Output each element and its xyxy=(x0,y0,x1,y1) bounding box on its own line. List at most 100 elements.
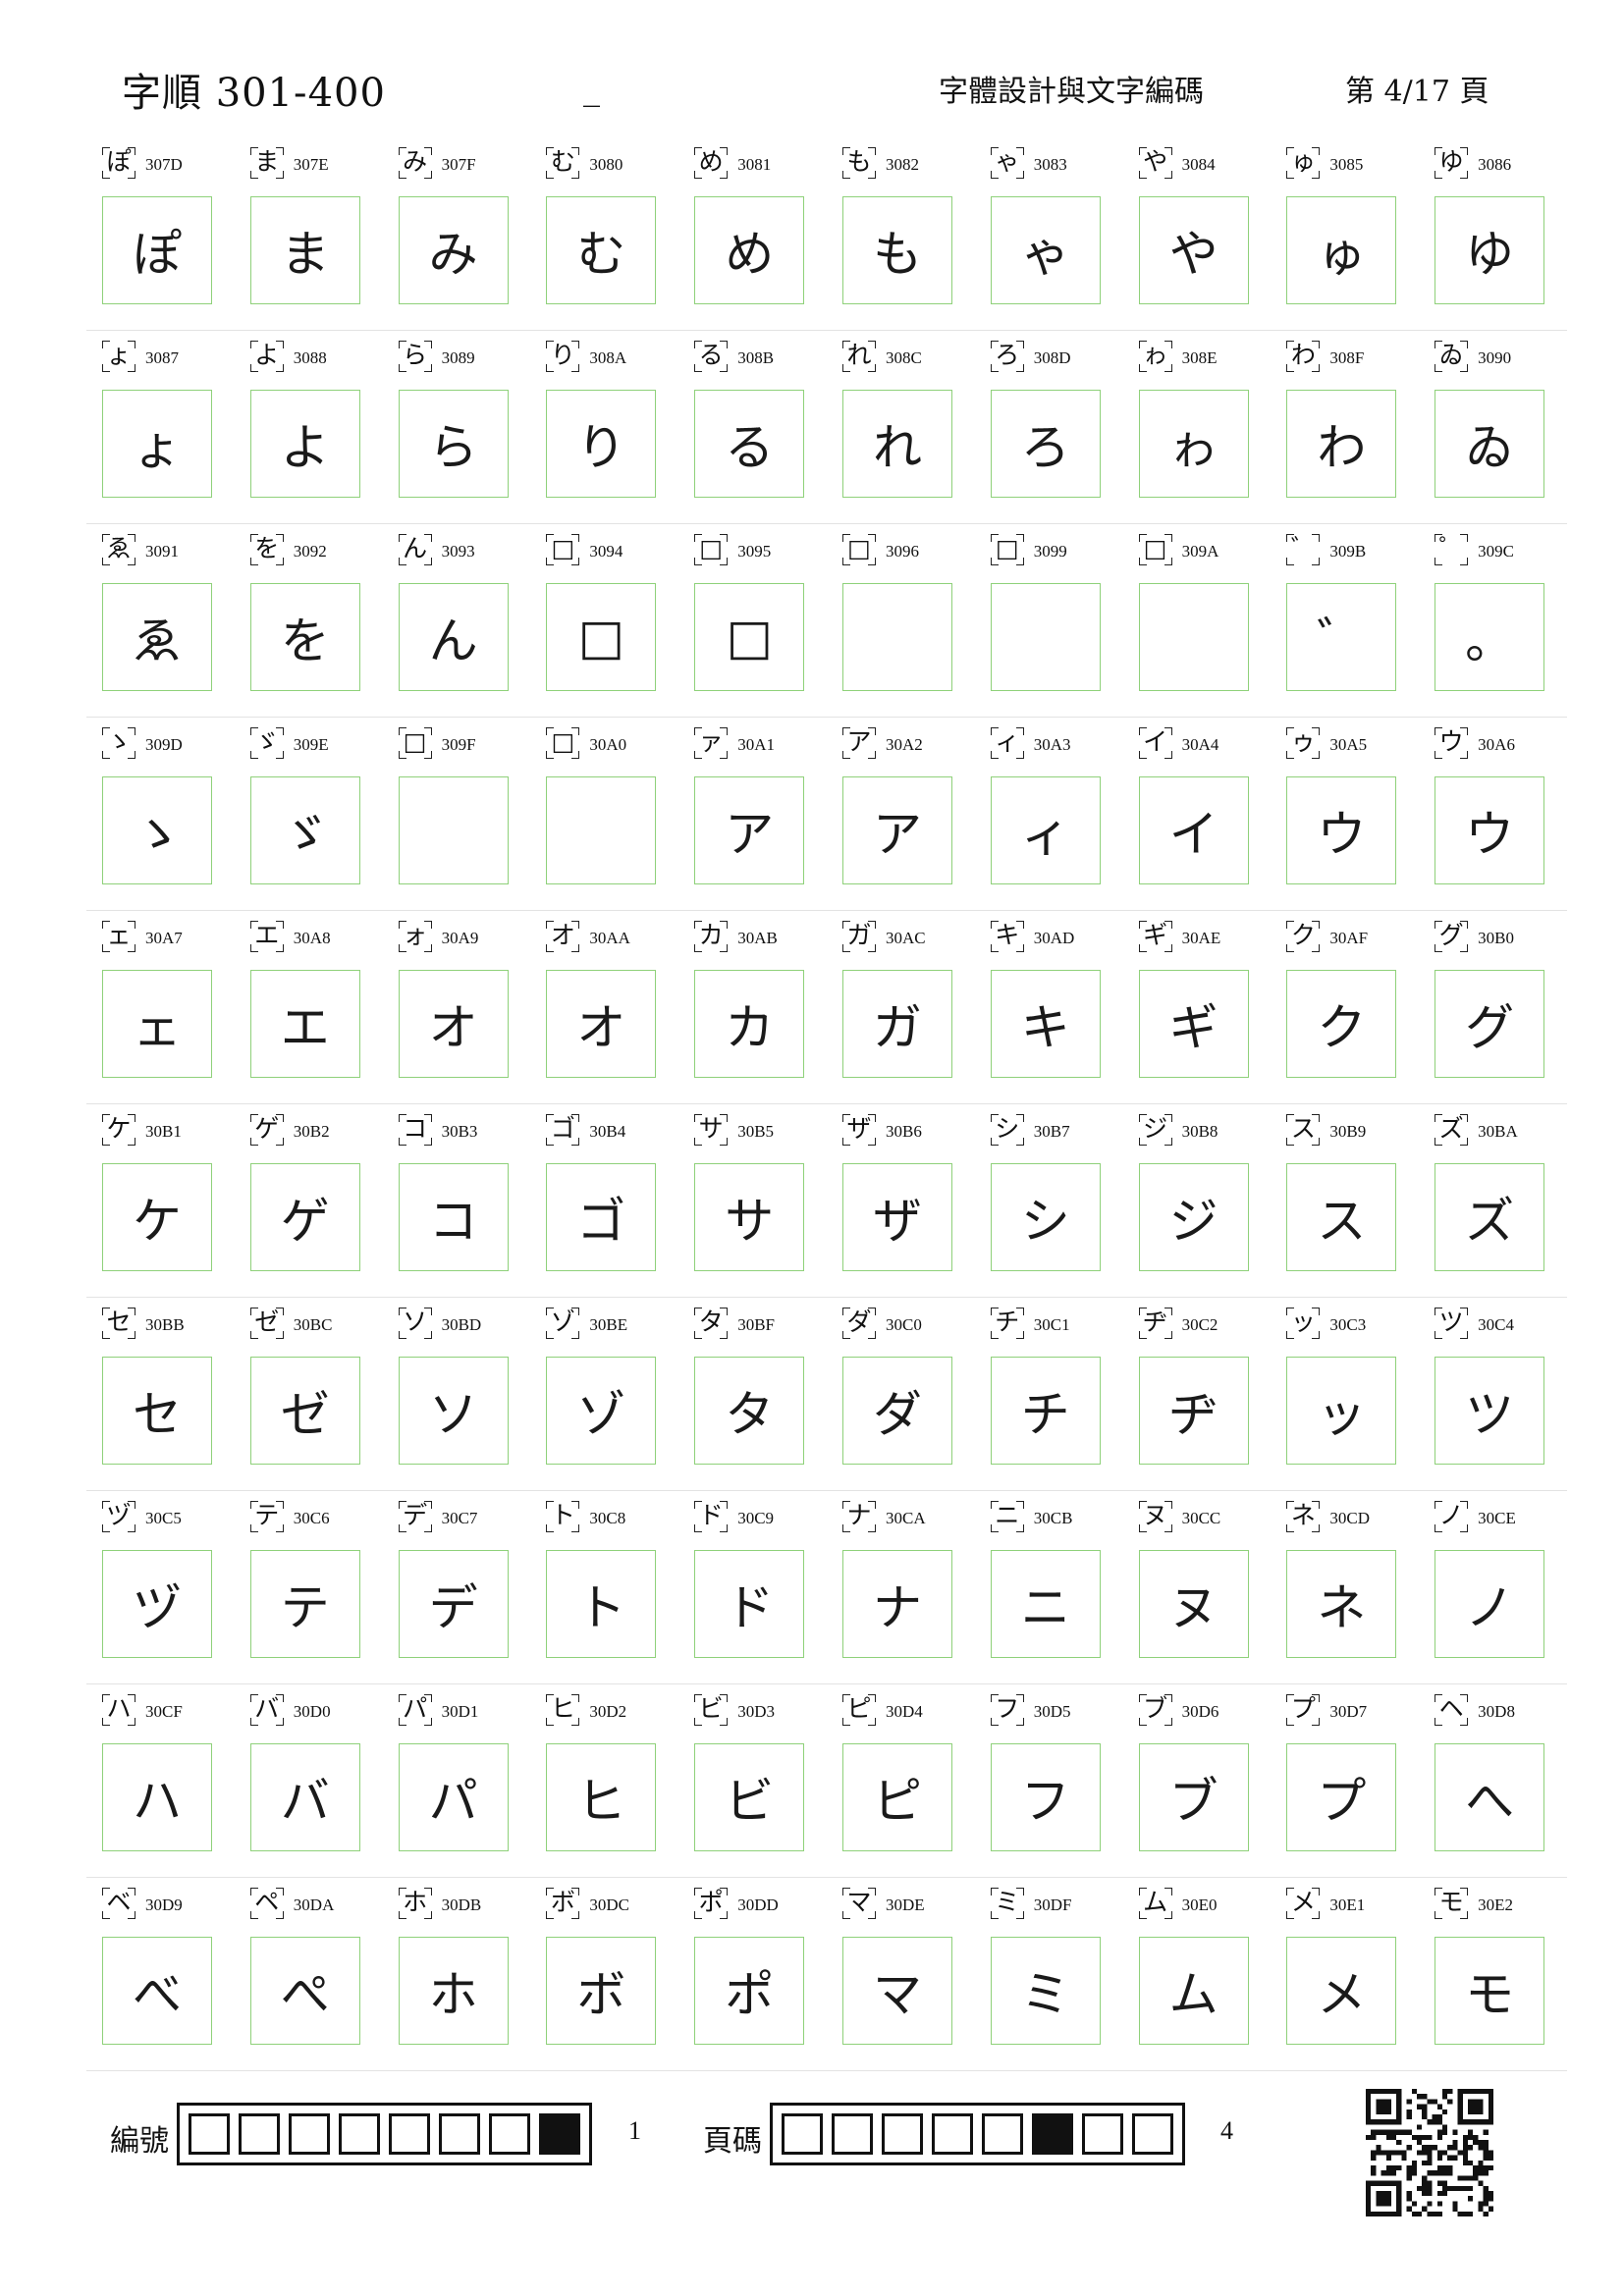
writing-box[interactable]: ゑ xyxy=(102,583,212,691)
writing-box[interactable]: よ xyxy=(249,390,360,498)
writing-box[interactable]: ヒ xyxy=(546,1743,657,1851)
writing-box[interactable]: ぺ xyxy=(249,1937,360,2045)
writing-box[interactable]: ハ xyxy=(102,1743,212,1851)
writing-box[interactable]: ボ xyxy=(546,1937,657,2045)
writing-box[interactable] xyxy=(1138,583,1249,691)
writing-box[interactable]: オ xyxy=(398,970,509,1078)
writing-box[interactable]: ソ xyxy=(398,1357,509,1465)
writing-box[interactable]: ネ xyxy=(1286,1550,1397,1658)
writing-box[interactable]: セ xyxy=(102,1357,212,1465)
writing-box[interactable]: サ xyxy=(694,1163,805,1271)
writing-box[interactable]: ク xyxy=(1286,970,1397,1078)
writing-box[interactable]: ぽ xyxy=(102,196,212,304)
writing-box[interactable]: ろ xyxy=(990,390,1101,498)
writing-box[interactable]: わ xyxy=(1286,390,1397,498)
writing-box[interactable]: オ xyxy=(546,970,657,1078)
writing-box[interactable]: 。 xyxy=(1435,583,1545,691)
writing-box[interactable]: ゼ xyxy=(249,1357,360,1465)
writing-box[interactable]: や xyxy=(1138,196,1249,304)
writing-box[interactable]: み xyxy=(398,196,509,304)
writing-box[interactable]: タ xyxy=(694,1357,805,1465)
writing-box[interactable]: エ xyxy=(249,970,360,1078)
writing-box[interactable]: ゃ xyxy=(990,196,1101,304)
writing-box[interactable]: グ xyxy=(1435,970,1545,1078)
writing-box[interactable]: デ xyxy=(398,1550,509,1658)
writing-box[interactable]: ガ xyxy=(841,970,952,1078)
writing-box[interactable]: メ xyxy=(1286,1937,1397,2045)
writing-box[interactable]: ポ xyxy=(694,1937,805,2045)
writing-box[interactable] xyxy=(398,776,509,884)
writing-box[interactable]: め xyxy=(694,196,805,304)
writing-box[interactable]: ゞ xyxy=(249,776,360,884)
writing-box[interactable]: ギ xyxy=(1138,970,1249,1078)
writing-box[interactable]: ゾ xyxy=(546,1357,657,1465)
writing-box[interactable]: ら xyxy=(398,390,509,498)
writing-box[interactable]: ズ xyxy=(1435,1163,1545,1271)
writing-box[interactable]: ゐ xyxy=(1435,390,1545,498)
writing-box[interactable]: プ xyxy=(1286,1743,1397,1851)
writing-box[interactable]: ド xyxy=(694,1550,805,1658)
writing-box[interactable]: ザ xyxy=(841,1163,952,1271)
writing-box[interactable]: ヌ xyxy=(1138,1550,1249,1658)
writing-box[interactable]: む xyxy=(546,196,657,304)
writing-box[interactable]: ニ xyxy=(990,1550,1101,1658)
writing-box[interactable]: ィ xyxy=(990,776,1101,884)
writing-box[interactable]: も xyxy=(841,196,952,304)
writing-box[interactable]: ょ xyxy=(102,390,212,498)
writing-box[interactable]: シ xyxy=(990,1163,1101,1271)
writing-box[interactable] xyxy=(546,776,657,884)
writing-box[interactable]: ツ xyxy=(1435,1357,1545,1465)
writing-box[interactable]: ス xyxy=(1286,1163,1397,1271)
writing-box[interactable]: ノ xyxy=(1435,1550,1545,1658)
writing-box[interactable]: ま xyxy=(249,196,360,304)
writing-box[interactable]: パ xyxy=(398,1743,509,1851)
writing-box[interactable] xyxy=(841,583,952,691)
writing-box[interactable]: べ xyxy=(102,1937,212,2045)
writing-box[interactable]: コ xyxy=(398,1163,509,1271)
writing-box[interactable]: を xyxy=(249,583,360,691)
writing-box[interactable]: ッ xyxy=(1286,1357,1397,1465)
writing-box[interactable]: カ xyxy=(694,970,805,1078)
writing-box[interactable]: モ xyxy=(1435,1937,1545,2045)
writing-box[interactable]: ミ xyxy=(990,1937,1101,2045)
writing-box[interactable]: ゛ xyxy=(1286,583,1397,691)
writing-box[interactable]: ア xyxy=(694,776,805,884)
writing-box[interactable]: バ xyxy=(249,1743,360,1851)
writing-box[interactable]: ビ xyxy=(694,1743,805,1851)
writing-box[interactable]: ゲ xyxy=(249,1163,360,1271)
writing-box[interactable]: ブ xyxy=(1138,1743,1249,1851)
writing-box[interactable]: ゝ xyxy=(102,776,212,884)
writing-box[interactable]: ウ xyxy=(1286,776,1397,884)
writing-box[interactable]: ヂ xyxy=(1138,1357,1249,1465)
writing-box[interactable]: ケ xyxy=(102,1163,212,1271)
writing-box[interactable]: ダ xyxy=(841,1357,952,1465)
writing-box[interactable]: チ xyxy=(990,1357,1101,1465)
writing-box[interactable]: ヅ xyxy=(102,1550,212,1658)
writing-box[interactable] xyxy=(990,583,1101,691)
writing-box[interactable]: □ xyxy=(546,583,657,691)
writing-box[interactable]: ゅ xyxy=(1286,196,1397,304)
writing-box[interactable]: ナ xyxy=(841,1550,952,1658)
writing-box[interactable]: ジ xyxy=(1138,1163,1249,1271)
writing-box[interactable]: ホ xyxy=(398,1937,509,2045)
writing-box[interactable]: イ xyxy=(1138,776,1249,884)
writing-box[interactable]: □ xyxy=(694,583,805,691)
writing-box[interactable]: ん xyxy=(398,583,509,691)
writing-box[interactable]: ア xyxy=(841,776,952,884)
writing-box[interactable]: ウ xyxy=(1435,776,1545,884)
writing-box[interactable]: へ xyxy=(1435,1743,1545,1851)
writing-box[interactable]: れ xyxy=(841,390,952,498)
writing-box[interactable]: ゴ xyxy=(546,1163,657,1271)
writing-box[interactable]: フ xyxy=(990,1743,1101,1851)
writing-box[interactable]: ト xyxy=(546,1550,657,1658)
writing-box[interactable]: ピ xyxy=(841,1743,952,1851)
writing-box[interactable]: ゎ xyxy=(1138,390,1249,498)
writing-box[interactable]: マ xyxy=(841,1937,952,2045)
writing-box[interactable]: る xyxy=(694,390,805,498)
writing-box[interactable]: り xyxy=(546,390,657,498)
writing-box[interactable]: ゆ xyxy=(1435,196,1545,304)
writing-box[interactable]: ェ xyxy=(102,970,212,1078)
writing-box[interactable]: ム xyxy=(1138,1937,1249,2045)
writing-box[interactable]: キ xyxy=(990,970,1101,1078)
writing-box[interactable]: テ xyxy=(249,1550,360,1658)
